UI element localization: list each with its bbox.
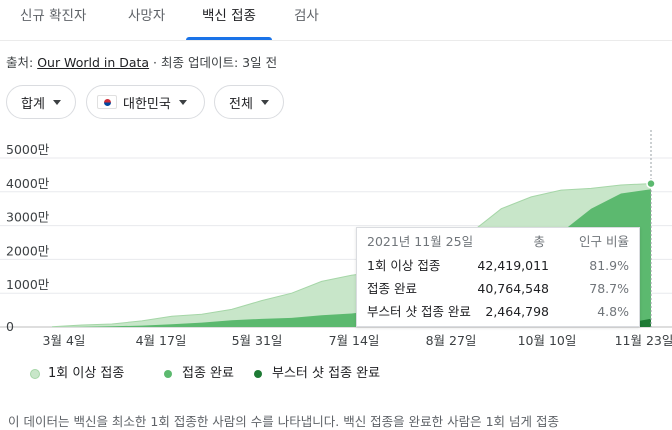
- tooltip-row-booster: 부스터 샷 접종 완료 2,464,798 4.8%: [367, 301, 629, 323]
- aggregate-dropdown-label: 합계: [21, 96, 45, 112]
- x-tick-label: 8월 27일: [426, 333, 477, 348]
- hover-point: [646, 178, 656, 189]
- tab-new-cases[interactable]: 신규 확진자: [20, 8, 87, 24]
- tooltip-row-fully: 접종 완료 40,764,548 78.7%: [367, 278, 629, 300]
- tooltip-row-ratio: 4.8%: [597, 304, 629, 319]
- x-tick-label: 4월 17일: [136, 333, 187, 348]
- source-link[interactable]: Our World in Data: [37, 55, 150, 70]
- source-updated: · 최종 업데이트: 3일 전: [149, 55, 278, 70]
- tooltip-row-total: 40,764,548: [477, 281, 549, 296]
- legend-label: 1회 이상 접종: [48, 366, 125, 381]
- tooltip-date: 2021년 11월 25일: [367, 234, 474, 249]
- y-tick-label: 1000만: [6, 277, 50, 292]
- tooltip-row-first-dose: 1회 이상 접종 42,419,011 81.9%: [367, 255, 629, 277]
- y-tick-label: 3000만: [6, 210, 50, 225]
- tooltip-header: 2021년 11월 25일 총 인구 비율: [367, 231, 629, 253]
- tab-vaccination-label: 백신 접종: [202, 8, 256, 24]
- y-tick-label: 2000만: [6, 243, 50, 258]
- tab-tests[interactable]: 검사: [294, 8, 319, 24]
- tooltip-row-label: 접종 완료: [367, 281, 417, 296]
- tooltip-total-header: 총: [533, 234, 545, 249]
- legend-label: 접종 완료: [182, 366, 234, 381]
- source-line: 출처: Our World in Data · 최종 업데이트: 3일 전: [6, 52, 277, 71]
- chart-hover-marker: [646, 130, 656, 327]
- x-tick-label: 5월 31일: [232, 333, 283, 348]
- tooltip-row-total: 2,464,798: [485, 304, 549, 319]
- tooltip-ratio-header: 인구 비율: [579, 234, 629, 249]
- series-line-first-dose: [51, 183, 652, 328]
- x-tick-label: 11월 23일: [615, 333, 672, 348]
- source-prefix: 출처:: [6, 55, 38, 70]
- aggregate-dropdown[interactable]: 합계: [6, 85, 76, 119]
- tooltip-row-label: 1회 이상 접종: [367, 258, 441, 273]
- legend-swatch: [164, 370, 172, 378]
- y-tick-label: 5000만: [6, 142, 50, 157]
- legend-swatch: [30, 369, 40, 379]
- y-axis-ticks: 0 1000만 2000만 3000만 4000만 5000만: [6, 142, 50, 334]
- tab-deaths[interactable]: 사망자: [128, 8, 166, 24]
- korea-flag-icon: [97, 95, 117, 109]
- legend-swatch: [254, 370, 262, 378]
- y-tick-label: 0: [6, 319, 14, 334]
- y-tick-label: 4000만: [6, 176, 50, 191]
- tooltip-row-label: 부스터 샷 접종 완료: [367, 304, 471, 319]
- tab-vaccination[interactable]: 백신 접종: [186, 0, 272, 40]
- x-tick-label: 3월 4일: [43, 333, 86, 348]
- country-dropdown-label: 대한민국: [123, 96, 171, 112]
- tooltip-row-total: 42,419,011: [477, 258, 549, 273]
- x-tick-label: 7월 14일: [329, 333, 380, 348]
- range-dropdown[interactable]: 전체: [214, 85, 284, 119]
- legend-label: 부스터 샷 접종 완료: [272, 366, 381, 381]
- chevron-down-icon: [52, 99, 61, 105]
- chart-tooltip: 2021년 11월 25일 총 인구 비율 1회 이상 접종 42,419,01…: [356, 227, 640, 327]
- x-axis-ticks: 3월 4일 4월 17일 5월 31일 7월 14일 8월 27일 10월 10일 11월 …: [43, 333, 672, 348]
- country-dropdown[interactable]: 대한민국: [86, 85, 205, 119]
- range-dropdown-label: 전체: [229, 96, 253, 112]
- chevron-down-icon: [260, 99, 269, 105]
- footnote: 이 데이터는 백신을 최소한 1회 접종한 사람의 수를 나타냅니다. 백신 접…: [8, 414, 559, 429]
- tab-bar: 신규 확진자 사망자 백신 접종 검사: [0, 0, 672, 41]
- chevron-down-icon: [178, 99, 187, 105]
- x-tick-label: 10월 10일: [518, 333, 577, 348]
- tooltip-row-ratio: 78.7%: [589, 281, 629, 296]
- tooltip-row-ratio: 81.9%: [589, 258, 629, 273]
- active-tab-indicator: [186, 37, 272, 40]
